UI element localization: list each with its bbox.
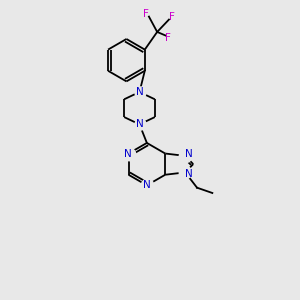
Text: F: F bbox=[165, 33, 171, 43]
Text: N: N bbox=[143, 180, 151, 190]
Text: N: N bbox=[185, 169, 193, 179]
Text: N: N bbox=[124, 148, 132, 158]
Text: N: N bbox=[185, 149, 193, 159]
Text: N: N bbox=[136, 119, 143, 129]
Text: F: F bbox=[143, 9, 149, 19]
Text: N: N bbox=[136, 87, 143, 97]
Text: F: F bbox=[169, 13, 175, 22]
